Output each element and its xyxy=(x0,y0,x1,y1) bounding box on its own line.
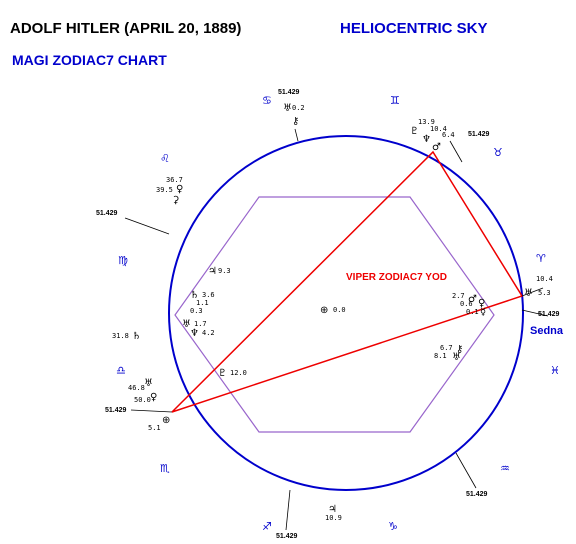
planet-value: 3.6 xyxy=(202,291,215,299)
planet-cluster-leo: 36.7 39.5 ♀ ⚳ xyxy=(156,176,183,206)
center-value: 0.0 xyxy=(333,306,346,314)
planet-value: 31.8 xyxy=(112,332,129,340)
yod-triangle xyxy=(171,150,524,413)
jupiter-icon: ♃ xyxy=(208,266,217,277)
planet-value: 6.4 xyxy=(442,131,455,139)
angle-label: 51.429 xyxy=(278,89,300,96)
pisces-icon: ♓ xyxy=(550,364,560,377)
uranus-icon: ♅ xyxy=(144,378,153,389)
planet-value: 2.7 xyxy=(452,292,465,300)
planet-value: 0.6 xyxy=(460,300,473,308)
mercury-icon: ☿ xyxy=(480,307,486,318)
uranus-icon: ♅ xyxy=(283,103,292,114)
planet-value: 8.1 xyxy=(434,352,447,360)
planet-value: 10.4 xyxy=(536,275,553,283)
chart-subtitle: MAGI ZODIAC7 CHART xyxy=(12,52,167,68)
planet-value: 0.2 xyxy=(292,104,305,112)
planet-value: 10.9 xyxy=(325,514,342,522)
aquarius-icon: ♒ xyxy=(500,462,510,475)
neptune-icon: ♆ xyxy=(190,328,199,339)
jupiter-icon: ♃ xyxy=(328,504,337,515)
scorpio-icon: ♏ xyxy=(160,462,170,475)
planet-value: 12.0 xyxy=(230,369,247,377)
planet-cluster-scorpio: 46.8 ♅ 50.0 ♀ ⊕ 5.1 xyxy=(128,378,170,432)
planet-value: 46.8 xyxy=(128,384,145,392)
earth-icon: ⊕ xyxy=(162,415,170,426)
planet-value: 1.1 xyxy=(196,299,209,307)
planet-value: 9.3 xyxy=(218,267,231,275)
zodiac-circle xyxy=(168,135,524,491)
planet-value: 13.9 xyxy=(418,118,435,126)
sedna-icon: ♅ xyxy=(524,288,533,299)
saturn-icon: ♄ xyxy=(190,290,199,301)
planet-value: 10.4 xyxy=(430,125,447,133)
taurus-icon: ♉ xyxy=(493,146,503,159)
planet-value: 0.3 xyxy=(190,307,203,315)
pluto-icon: ♇ xyxy=(410,126,419,137)
planet-cluster-cancer: ♅ 0.2 ⚷ xyxy=(283,103,305,127)
chiron-icon: ⚷ xyxy=(292,116,299,127)
hexagon xyxy=(174,196,495,433)
planet-value: 4.2 xyxy=(202,329,215,337)
mars-icon: ♂ xyxy=(432,142,441,153)
angle-label: 51.429 xyxy=(96,210,118,217)
capricorn-icon: ♑ xyxy=(388,520,398,533)
planet-cluster-sedna: 10.4 ♅ 5.3 xyxy=(524,275,553,299)
uranus-icon: ♅ xyxy=(182,319,191,330)
chiron-icon: ⚷ xyxy=(456,344,463,355)
mars-icon: ♂ xyxy=(468,294,477,305)
angle-label: 51.429 xyxy=(105,407,127,414)
pluto-inner: ♇ 12.0 xyxy=(218,368,247,379)
planet-cluster-right: 2.7 ♂ 0.6 ♀ 0.1 ☿ 6.7 ⚷ 8.1 ♅ xyxy=(434,292,486,363)
leo-icon: ♌ xyxy=(160,152,170,165)
venus-icon: ♀ xyxy=(478,298,485,309)
center-earth: ⊕ 0.0 xyxy=(320,305,346,316)
gemini-icon: ♊ xyxy=(390,94,400,107)
neptune-icon: ♆ xyxy=(422,134,431,145)
aries-icon: ♈ xyxy=(536,252,546,265)
planet-value: 0.1 xyxy=(466,308,479,316)
sky-label: HELIOCENTRIC SKY xyxy=(340,20,488,37)
chart-title: ADOLF HITLER (APRIL 20, 1889) xyxy=(10,20,242,37)
sagittarius-icon: ♐ xyxy=(262,520,272,533)
angle-ticks xyxy=(124,128,549,531)
planet-value: 36.7 xyxy=(166,176,183,184)
planet-value: 6.7 xyxy=(440,344,453,352)
angle-label: 51.429 xyxy=(468,131,490,138)
angle-label: 51.429 xyxy=(538,311,560,318)
angle-label: 51.429 xyxy=(466,491,488,498)
angle-label: 51.429 xyxy=(276,533,298,540)
venus-icon: ♀ xyxy=(176,184,183,195)
juno-icon: ⚳ xyxy=(172,195,179,206)
earth-icon: ⊕ xyxy=(320,305,328,316)
venus-icon: ♀ xyxy=(150,392,157,403)
planet-value: 39.5 xyxy=(156,186,173,194)
planet-cluster-libra: 31.8 ♄ xyxy=(112,331,141,342)
pluto-icon: ♇ xyxy=(218,368,227,379)
cancer-icon: ♋ xyxy=(262,94,272,107)
planet-value: 50.0 xyxy=(134,396,151,404)
uranus-icon: ♅ xyxy=(452,352,461,363)
planet-cluster-top: ♇ 13.9 ♆ 10.4 ♂ 6.4 xyxy=(410,118,455,153)
planet-value: 1.7 xyxy=(194,320,207,328)
virgo-icon: ♍ xyxy=(118,254,128,267)
planet-value: 5.1 xyxy=(148,424,161,432)
pattern-label: VIPER ZODIAC7 YOD xyxy=(346,272,447,283)
saturn-icon: ♄ xyxy=(132,331,141,342)
planet-cluster-inner-left: ♃ 9.3 ♄ 3.6 1.1 0.3 ♅ 1.7 ♆ 4.2 xyxy=(182,266,231,339)
libra-icon: ♎ xyxy=(116,364,126,377)
sedna-label: Sedna xyxy=(530,325,564,337)
planet-value: 5.3 xyxy=(538,289,551,297)
planet-cluster-bottom: ♃ 10.9 xyxy=(325,504,342,522)
